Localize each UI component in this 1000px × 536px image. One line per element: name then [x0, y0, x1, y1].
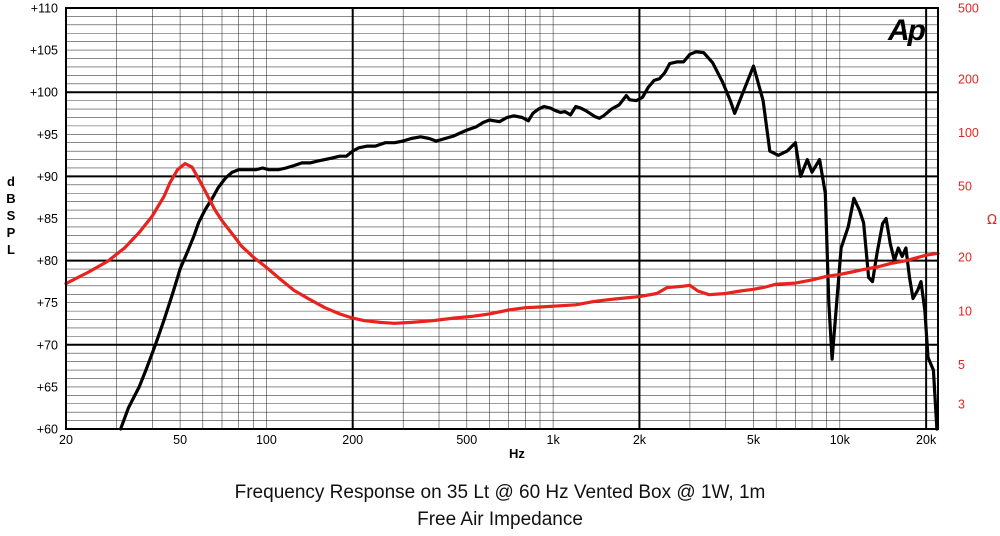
ap-logo: Ap: [887, 14, 926, 47]
y-tick-label: +110: [31, 2, 58, 16]
y-tick-label: +70: [37, 338, 58, 352]
y-tick-label: +95: [37, 128, 58, 142]
x-tick-label: 10k: [830, 433, 851, 447]
y-axis-label-letter: S: [7, 208, 16, 223]
y-axis-label-letter: L: [7, 242, 15, 257]
y-right-tick-label: 100: [958, 126, 979, 140]
y-tick-label: +105: [30, 44, 58, 58]
x-tick-label: 50: [173, 433, 187, 447]
y-right-tick-label: 3: [958, 397, 965, 411]
x-tick-label: 5k: [747, 433, 761, 447]
spl-curve: [119, 50, 939, 431]
y-right-tick-label: 200: [958, 72, 979, 86]
y-axis-label-letter: P: [7, 225, 16, 240]
chart-subtitle: Free Air Impedance: [417, 509, 583, 530]
x-axis-label: Hz: [509, 446, 525, 461]
grid-lines: [66, 8, 938, 429]
y-tick-label: +65: [37, 380, 58, 394]
frequency-response-chart: +110 +105 +100 +95 +90 +85 +80 +75 +70 +65 +60 500…: [6, 2, 997, 462]
x-tick-label: 20k: [916, 433, 937, 447]
x-tick-label: 20: [59, 433, 73, 447]
y-right-tick-label: 500: [958, 2, 979, 16]
y-tick-label: +60: [37, 423, 58, 437]
chart-title: Frequency Response on 35 Lt @ 60 Hz Vent…: [234, 482, 766, 503]
y-axis-label-letter: B: [6, 191, 15, 206]
left-axis-ticks: +110 +105 +100 +95 +90 +85 +80 +75 +70 +65 +60: [30, 2, 58, 437]
y-tick-label: +90: [37, 170, 58, 184]
series-layer: [64, 50, 940, 431]
x-tick-label: 1k: [547, 433, 561, 447]
x-tick-label: 500: [456, 433, 477, 447]
y-tick-label: +75: [37, 296, 58, 310]
x-axis-ticks: 20 50 100 200 500 1k 2k 5k 10k 20k: [59, 433, 937, 447]
plot-frame: [65, 7, 939, 430]
y-axis-label-right: Ω: [987, 213, 997, 228]
x-tick-label: 200: [342, 433, 363, 447]
x-tick-label: 100: [256, 433, 277, 447]
right-axis-ticks: 500 200 100 50 20 10 5 3: [958, 2, 979, 412]
y-tick-label: +85: [37, 212, 58, 226]
y-right-tick-label: 5: [958, 358, 965, 372]
y-right-tick-label: 50: [958, 180, 972, 194]
y-axis-label-letter: d: [7, 174, 15, 189]
y-tick-label: +100: [30, 86, 58, 100]
x-tick-label: 2k: [633, 433, 647, 447]
impedance-curve: [64, 162, 940, 325]
y-right-tick-label: 20: [958, 251, 972, 265]
y-tick-label: +80: [37, 254, 58, 268]
y-right-tick-label: 10: [958, 304, 972, 318]
